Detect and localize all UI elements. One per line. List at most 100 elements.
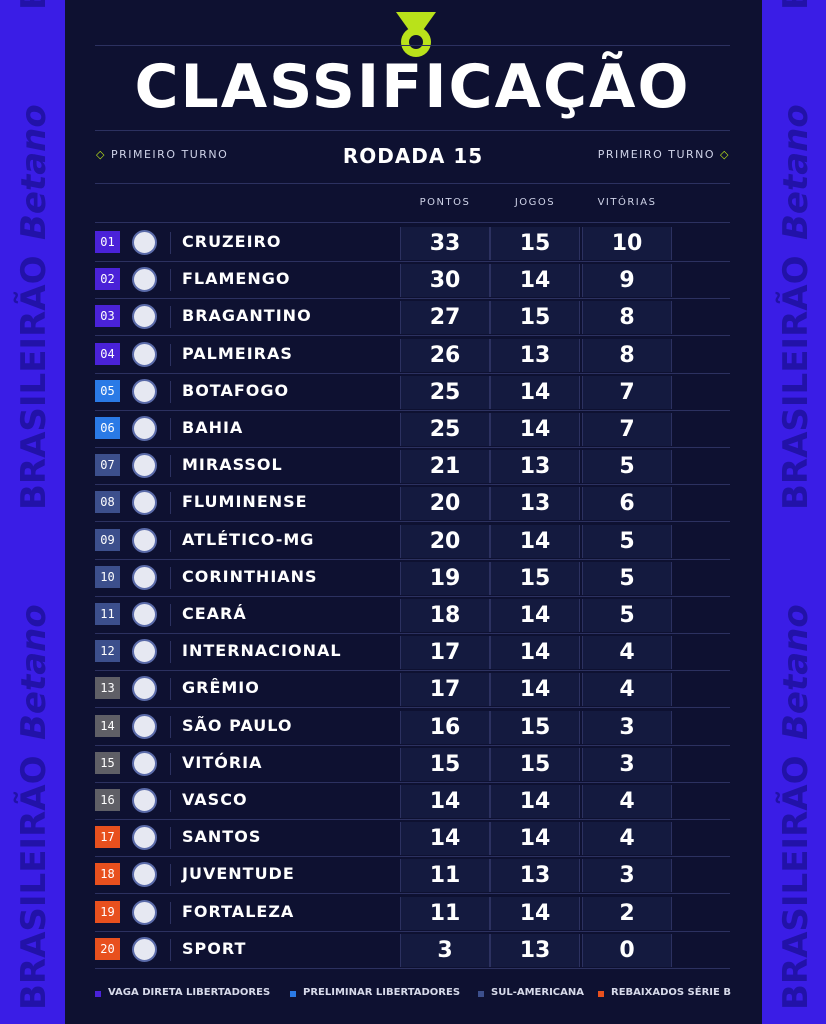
team-crest bbox=[132, 676, 157, 702]
separator bbox=[170, 604, 171, 626]
row-divider bbox=[95, 447, 730, 448]
side-text: Betano bbox=[14, 604, 54, 740]
position-badge: 14 bbox=[95, 714, 120, 737]
label: PRIMEIRO TURNO bbox=[597, 148, 716, 161]
position-badge: 07 bbox=[95, 454, 120, 477]
side-banner: BRASILEIRÃO Betano BRASILEIRÃO Betano BRASIL… bbox=[0, 0, 65, 1024]
row-divider bbox=[95, 558, 730, 560]
position-badge: 10 bbox=[95, 565, 120, 588]
stat-cell: 20 bbox=[400, 524, 490, 558]
position-badge: 17 bbox=[95, 826, 120, 849]
position-badge: 01 bbox=[95, 231, 120, 253]
title: CLASSIFICAÇÃO bbox=[134, 52, 691, 122]
row-divider bbox=[95, 633, 730, 634]
stat-cell: 15 bbox=[400, 747, 490, 781]
row-divider bbox=[95, 819, 730, 820]
stat-cell: 30 bbox=[400, 264, 490, 298]
team-crest bbox=[132, 230, 157, 255]
round-phase: PRIMEIRO TURNO ◇ bbox=[597, 148, 730, 161]
row-divider bbox=[95, 484, 730, 486]
stat-cell: 14 bbox=[490, 822, 580, 856]
team-name: SPORT bbox=[182, 938, 247, 958]
stat-cell: 14 bbox=[490, 896, 580, 930]
team-name: BRAGANTINO bbox=[182, 306, 312, 326]
position-badge: 09 bbox=[95, 528, 120, 551]
team-crest bbox=[132, 750, 157, 776]
stat-cell: 14 bbox=[490, 264, 580, 298]
stat-cell: 25 bbox=[400, 413, 490, 446]
stat-cell: 26 bbox=[400, 338, 490, 372]
stat-cell: 7 bbox=[582, 375, 672, 409]
team-name: FLAMENGO bbox=[182, 269, 291, 289]
stat-cell: 21 bbox=[400, 450, 490, 484]
stat-cell: 9 bbox=[582, 264, 672, 298]
stat-cell: 15 bbox=[490, 561, 580, 595]
separator bbox=[170, 901, 171, 924]
separator bbox=[170, 455, 171, 478]
row-divider bbox=[95, 670, 730, 672]
stat-cell: 16 bbox=[400, 710, 490, 744]
team-crest bbox=[132, 378, 157, 404]
stat-cell: 11 bbox=[400, 859, 490, 893]
separator bbox=[170, 232, 171, 254]
team-name: VITÓRIA bbox=[182, 752, 263, 772]
side-banner: BRASILEIRÃO Betano BRASILEIRÃO Betano BRASIL… bbox=[762, 0, 826, 1024]
stat-cell: 8 bbox=[582, 301, 672, 335]
separator bbox=[170, 827, 171, 850]
team-crest bbox=[132, 416, 157, 441]
position-badge: 05 bbox=[95, 379, 120, 402]
separator bbox=[170, 269, 171, 292]
row-divider bbox=[95, 781, 730, 783]
row-divider bbox=[95, 372, 730, 374]
column-header: JOGOS bbox=[514, 197, 556, 208]
divider bbox=[95, 222, 730, 223]
stat-cell: 33 bbox=[400, 227, 490, 260]
separator bbox=[170, 529, 171, 552]
row-divider bbox=[95, 298, 730, 300]
legend-swatch bbox=[598, 991, 604, 997]
position-badge: 15 bbox=[95, 751, 120, 774]
stat-cell: 13 bbox=[490, 487, 580, 521]
stat-cell: 18 bbox=[400, 599, 490, 632]
legend-label: VAGA DIRETA LIBERTADORES bbox=[108, 987, 271, 998]
team-name: ATLÉTICO-MG bbox=[182, 529, 315, 549]
team-name: MIRASSOL bbox=[182, 455, 283, 475]
side-text: BRASILEIRÃO bbox=[14, 0, 54, 10]
team-name: CORINTHIANS bbox=[182, 566, 318, 586]
label: PRIMEIRO TURNO bbox=[110, 148, 229, 161]
column-header: PONTOS bbox=[419, 197, 471, 208]
stat-cell: 13 bbox=[490, 338, 580, 372]
position-badge: 06 bbox=[95, 417, 120, 439]
stat-cell: 8 bbox=[582, 338, 672, 372]
row-divider bbox=[95, 856, 730, 858]
position-badge: 13 bbox=[95, 677, 120, 700]
team-name: FLUMINENSE bbox=[182, 492, 308, 512]
stat-cell: 5 bbox=[582, 450, 672, 484]
side-text: Betano bbox=[776, 104, 816, 240]
legend-swatch bbox=[95, 991, 101, 997]
stat-cell: 5 bbox=[582, 599, 672, 632]
separator bbox=[170, 678, 171, 701]
divider bbox=[95, 45, 730, 46]
legend-label: PRELIMINAR LIBERTADORES bbox=[303, 987, 461, 998]
stat-cell: 3 bbox=[582, 859, 672, 893]
round: RODADA 15 bbox=[342, 144, 484, 168]
team-crest bbox=[132, 862, 157, 888]
separator bbox=[170, 492, 171, 515]
side-text: Betano bbox=[776, 604, 816, 740]
position-badge: 03 bbox=[95, 305, 120, 328]
stat-cell: 5 bbox=[582, 524, 672, 558]
stat-cell: 4 bbox=[582, 785, 672, 818]
position-badge: 08 bbox=[95, 491, 120, 514]
stat-cell: 15 bbox=[490, 747, 580, 781]
legend-label: REBAIXADOS SÉRIE B bbox=[611, 987, 731, 998]
row-divider bbox=[95, 893, 730, 895]
side-text: BRASILEIRÃO bbox=[14, 755, 54, 1011]
legend-swatch bbox=[290, 991, 296, 997]
separator bbox=[170, 343, 171, 366]
team-name: BOTAFOGO bbox=[182, 380, 290, 400]
stat-cell: 19 bbox=[400, 561, 490, 595]
side-text: Betano bbox=[14, 104, 54, 240]
row-divider bbox=[95, 409, 730, 411]
separator bbox=[170, 306, 171, 329]
